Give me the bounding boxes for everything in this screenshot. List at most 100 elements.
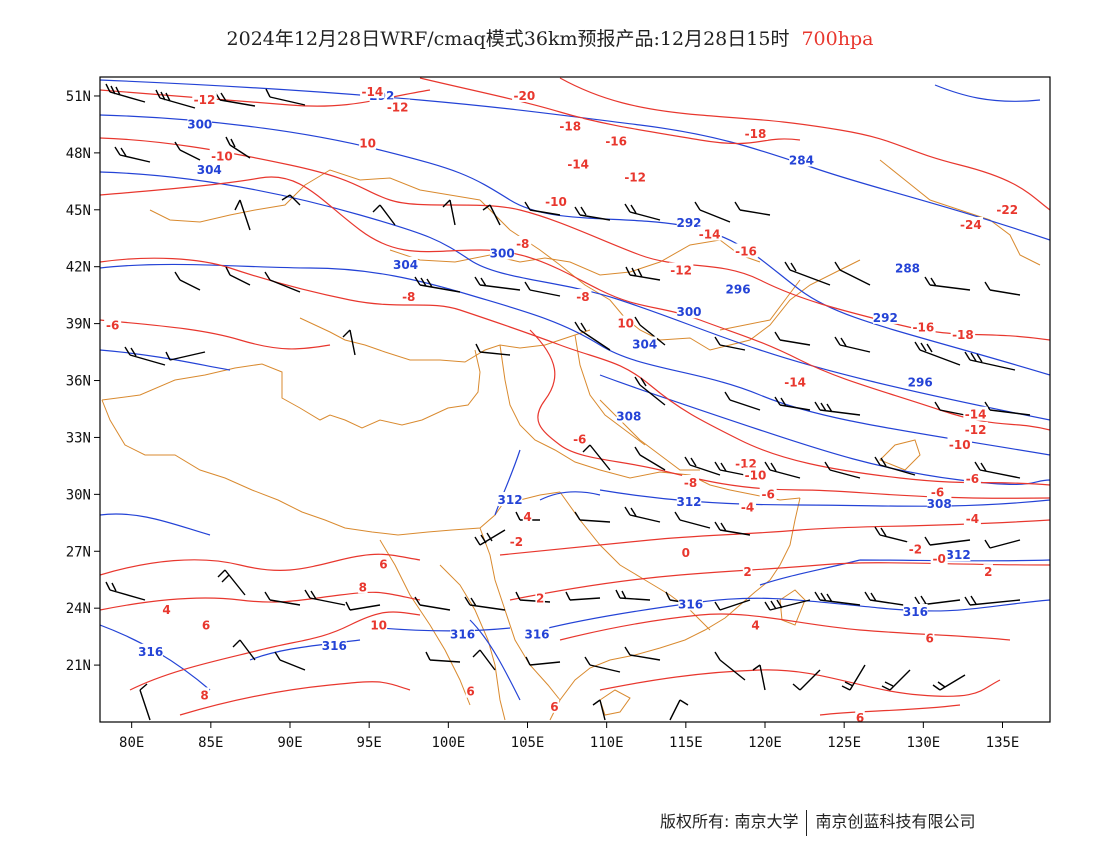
temperature-contour-label-bg: [535, 590, 545, 605]
temperature-contour-label: -16: [912, 320, 934, 334]
height-contour-label: 312: [946, 548, 971, 562]
temperature-contour-label-bg: [995, 201, 1020, 216]
height-contour-label-bg: [945, 547, 971, 562]
height-contour-label: 300: [490, 246, 515, 260]
x-tick-label: 80E: [119, 735, 144, 751]
temperature-contour-label-bg: [924, 630, 935, 645]
height-contour-label: 304: [197, 163, 222, 177]
height-label-layer: 2923003042842923003042962883002923042963…: [138, 87, 971, 659]
height-contour-label-bg: [903, 603, 928, 618]
height-contour-label: 284: [789, 153, 814, 167]
y-tick-label: 51N: [66, 89, 91, 105]
temperature-contour-label-bg: [733, 456, 759, 470]
plot-area: [100, 77, 1050, 722]
x-tick-label: 105E: [511, 735, 545, 751]
height-contour-label: 304: [393, 258, 418, 272]
temperature-contour-label-bg: [958, 216, 984, 231]
temperature-contour-label-bg: [983, 564, 993, 579]
height-contour-label: 316: [678, 597, 703, 611]
temperature-contour-label: -6: [573, 432, 586, 446]
height-contour-label-bg: [907, 374, 933, 389]
temperature-contour-label: -14: [965, 408, 987, 422]
temperature-contour-label-bg: [855, 710, 865, 722]
temperature-contour-label-bg: [681, 545, 691, 560]
height-contour-label: 308: [616, 410, 641, 424]
copyright-text: 版权所有: 南京大学: [660, 812, 799, 831]
height-contour-label: 300: [187, 117, 212, 131]
temperature-contour-label-bg: [603, 133, 629, 148]
temperature-contour-label: -4: [741, 501, 754, 515]
temperature-contour-label-bg: [549, 698, 560, 713]
temperature-contour-label-bg: [617, 315, 635, 330]
temperature-contour-label: -18: [559, 119, 581, 133]
temperature-contour-label: -24: [960, 218, 982, 232]
height-contour-label-bg: [789, 152, 814, 167]
y-tick-label: 48N: [66, 146, 91, 162]
height-contour-label-bg: [725, 281, 751, 296]
temperature-contour-label: -10: [949, 438, 971, 452]
temperature-contour-label-bg: [512, 87, 537, 102]
height-contour-label: 288: [895, 262, 920, 276]
temperature-contour-label-bg: [950, 327, 976, 341]
wind-barbs: [105, 83, 1031, 721]
temperature-contour-label: -12: [670, 264, 692, 278]
temperature-contour-label: 2: [536, 592, 544, 606]
temperature-contour-label: -6: [966, 472, 979, 486]
temperature-contour-label-bg: [465, 683, 476, 698]
pressure-level-label: 700hpa: [801, 28, 874, 50]
height-contour-label: 312: [498, 493, 523, 507]
temperature-contour-label: 8: [359, 580, 367, 594]
temperature-contour-label: -8: [576, 290, 589, 304]
temperature-contour-label-bg: [209, 148, 235, 163]
temperature-contour-label-bg: [743, 467, 768, 482]
temperature-contour-label: -14: [567, 157, 589, 171]
temperature-contour-label-bg: [906, 541, 924, 556]
temperature-contour-label: -12: [194, 93, 216, 107]
temperature-contour-label: 6: [550, 700, 558, 714]
height-contour-label: 316: [524, 628, 549, 642]
temperature-contour-label: -16: [605, 135, 627, 149]
temperature-contour-label-bg: [668, 262, 694, 277]
height-contour-label-bg: [197, 161, 222, 176]
temperature-contour-label-bg: [947, 437, 972, 452]
temperature-contour-label: -22: [996, 203, 1018, 217]
height-contour-label: 300: [676, 305, 701, 319]
height-contour-label: 316: [450, 628, 475, 642]
height-contour-label-bg: [676, 304, 702, 319]
y-tick-label: 21N: [66, 658, 91, 674]
temperature-contour-label-bg: [161, 602, 172, 617]
map-title: 2024年12月28日WRF/cmaq模式36km预报产品:12月28日15时 7…: [0, 24, 1100, 51]
temperature-contour-label-bg: [514, 235, 532, 250]
height-contour-label-bg: [676, 215, 702, 230]
temperature-contour-label: -12: [965, 423, 987, 437]
height-contour-label-bg: [678, 596, 703, 611]
height-contour-label-bg: [524, 626, 550, 641]
temperature-contour-label-bg: [930, 550, 948, 565]
height-contour-label-bg: [497, 492, 523, 507]
temperature-contour-label-bg: [565, 156, 591, 171]
temperature-contour-label-bg: [963, 471, 981, 486]
temperature-contour-label: -2: [510, 535, 523, 549]
y-tick-label: 30N: [66, 487, 91, 503]
temperature-contour-label: 6: [466, 685, 474, 699]
temperature-contour-label-bg: [507, 533, 525, 548]
temperature-contour-label: -14: [361, 85, 383, 99]
temperature-contour-label: -18: [745, 127, 767, 141]
temperature-contour-label: 6: [925, 632, 933, 646]
company-name: 南京创蓝科技有限公司: [815, 812, 976, 831]
temperature-contour-label-bg: [192, 91, 217, 106]
height-contour-label-bg: [926, 495, 952, 510]
height-contour-label-bg: [895, 260, 920, 275]
temperature-contour-label-bg: [929, 484, 947, 499]
temperature-contour-label-bg: [370, 617, 388, 632]
temperature-contour-label: -4: [966, 512, 979, 526]
temperature-contour-label: -14: [784, 375, 806, 389]
height-contour-label-bg: [138, 643, 163, 658]
temperature-contour-label: 10: [370, 618, 387, 632]
height-contour-label: 316: [322, 639, 347, 653]
temperature-contour-label-bg: [963, 421, 988, 436]
temperature-contour-label: -8: [516, 237, 529, 251]
temperature-contour-label-bg: [963, 406, 988, 421]
height-contour-label-bg: [450, 626, 475, 641]
height-contour-label-bg: [393, 256, 418, 271]
